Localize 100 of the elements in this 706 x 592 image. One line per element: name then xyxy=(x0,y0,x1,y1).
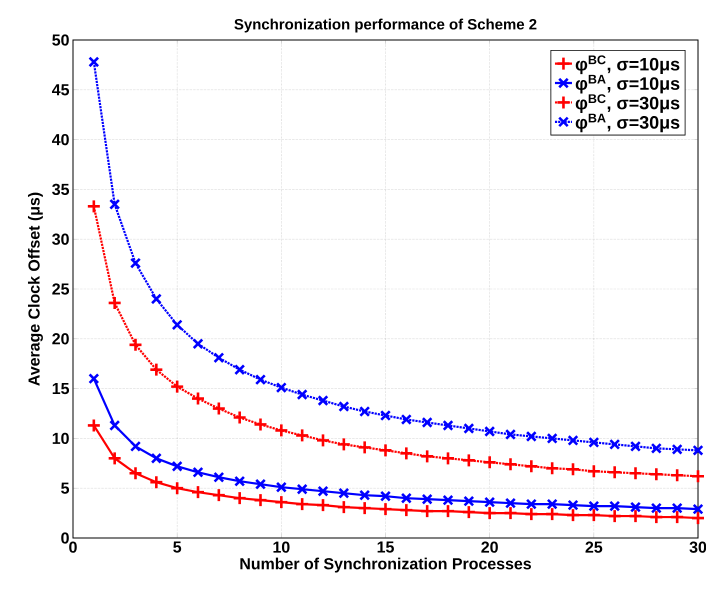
point xyxy=(276,382,287,394)
point xyxy=(503,506,518,520)
point xyxy=(336,437,352,452)
point xyxy=(234,476,246,487)
point xyxy=(294,428,310,443)
x-tick-label: 15 xyxy=(378,542,394,553)
point xyxy=(316,433,330,448)
point xyxy=(670,468,684,483)
y-tick-label: 0 xyxy=(61,532,69,544)
point xyxy=(380,410,392,422)
point xyxy=(86,199,102,214)
x-tick-label: 30 xyxy=(690,542,706,553)
point xyxy=(170,379,184,394)
point xyxy=(628,466,643,481)
legend-label: φ$^{BA}$, σ=10μs xyxy=(576,74,680,94)
point xyxy=(399,446,414,461)
point xyxy=(130,440,142,452)
point xyxy=(213,352,224,364)
point xyxy=(692,504,704,515)
point xyxy=(566,462,580,477)
point xyxy=(649,510,664,524)
point xyxy=(482,506,497,520)
point xyxy=(212,488,226,502)
point xyxy=(254,478,266,490)
y-tick-label: 40 xyxy=(52,134,69,146)
point xyxy=(170,480,184,496)
point xyxy=(670,510,684,524)
point xyxy=(567,500,579,511)
point xyxy=(544,506,560,522)
y-tick-label: 35 xyxy=(52,184,70,196)
point xyxy=(567,434,579,446)
point xyxy=(128,337,143,352)
point xyxy=(484,426,496,437)
point xyxy=(609,438,620,450)
point xyxy=(378,443,393,458)
point xyxy=(172,460,183,472)
point xyxy=(526,498,537,510)
point xyxy=(649,466,664,482)
point xyxy=(504,428,516,440)
point xyxy=(128,466,143,481)
point xyxy=(650,502,662,514)
point xyxy=(484,496,496,508)
y-tick-label: 10 xyxy=(52,432,69,444)
y-tick-label: 45 xyxy=(52,84,70,96)
point xyxy=(296,484,308,495)
point xyxy=(192,466,204,478)
point xyxy=(192,338,204,350)
point xyxy=(692,444,704,456)
point xyxy=(524,458,539,474)
point xyxy=(317,395,329,406)
point xyxy=(296,389,308,400)
point xyxy=(380,490,392,502)
point xyxy=(274,423,289,438)
point xyxy=(400,414,412,426)
point xyxy=(130,258,142,269)
x-tick-label: 25 xyxy=(586,542,602,553)
point xyxy=(672,444,683,455)
point xyxy=(442,494,454,506)
point xyxy=(630,440,642,452)
point xyxy=(213,472,224,483)
point xyxy=(276,482,287,493)
point xyxy=(422,416,433,428)
point xyxy=(150,452,162,464)
point xyxy=(336,500,352,514)
point xyxy=(317,486,329,497)
point xyxy=(88,56,100,68)
y-tick-label: 30 xyxy=(52,234,69,245)
chart-title: Synchronization performance of Scheme 2 xyxy=(234,18,536,32)
point xyxy=(149,362,164,377)
point xyxy=(440,451,456,466)
x-tick-label: 5 xyxy=(173,542,182,553)
point xyxy=(586,464,602,479)
point xyxy=(253,417,268,432)
point xyxy=(212,401,226,416)
point xyxy=(462,453,476,468)
y-axis-title: Average Clock Offset (μs) xyxy=(28,192,43,386)
y-tick-label: 25 xyxy=(52,283,70,295)
point xyxy=(88,373,100,384)
legend-label: φ$^{BC}$, σ=30μs xyxy=(576,94,680,113)
point xyxy=(630,502,642,513)
y-tick-label: 5 xyxy=(61,482,70,494)
point xyxy=(482,455,497,470)
point xyxy=(690,468,706,484)
y-tick-label: 50 xyxy=(52,34,69,46)
x-axis-title: Number of Synchronization Processes xyxy=(240,558,531,573)
point xyxy=(504,498,516,509)
point xyxy=(232,490,247,506)
point xyxy=(607,464,622,480)
point xyxy=(190,391,206,406)
point xyxy=(150,293,162,304)
point xyxy=(253,492,268,508)
point xyxy=(378,502,393,516)
point xyxy=(422,494,433,505)
point xyxy=(628,508,643,524)
point xyxy=(232,410,247,425)
point xyxy=(609,500,620,512)
legend-label: φ$^{BA}$, σ=30μs xyxy=(576,114,680,132)
point xyxy=(650,442,662,454)
point xyxy=(109,198,120,210)
point xyxy=(399,502,414,518)
